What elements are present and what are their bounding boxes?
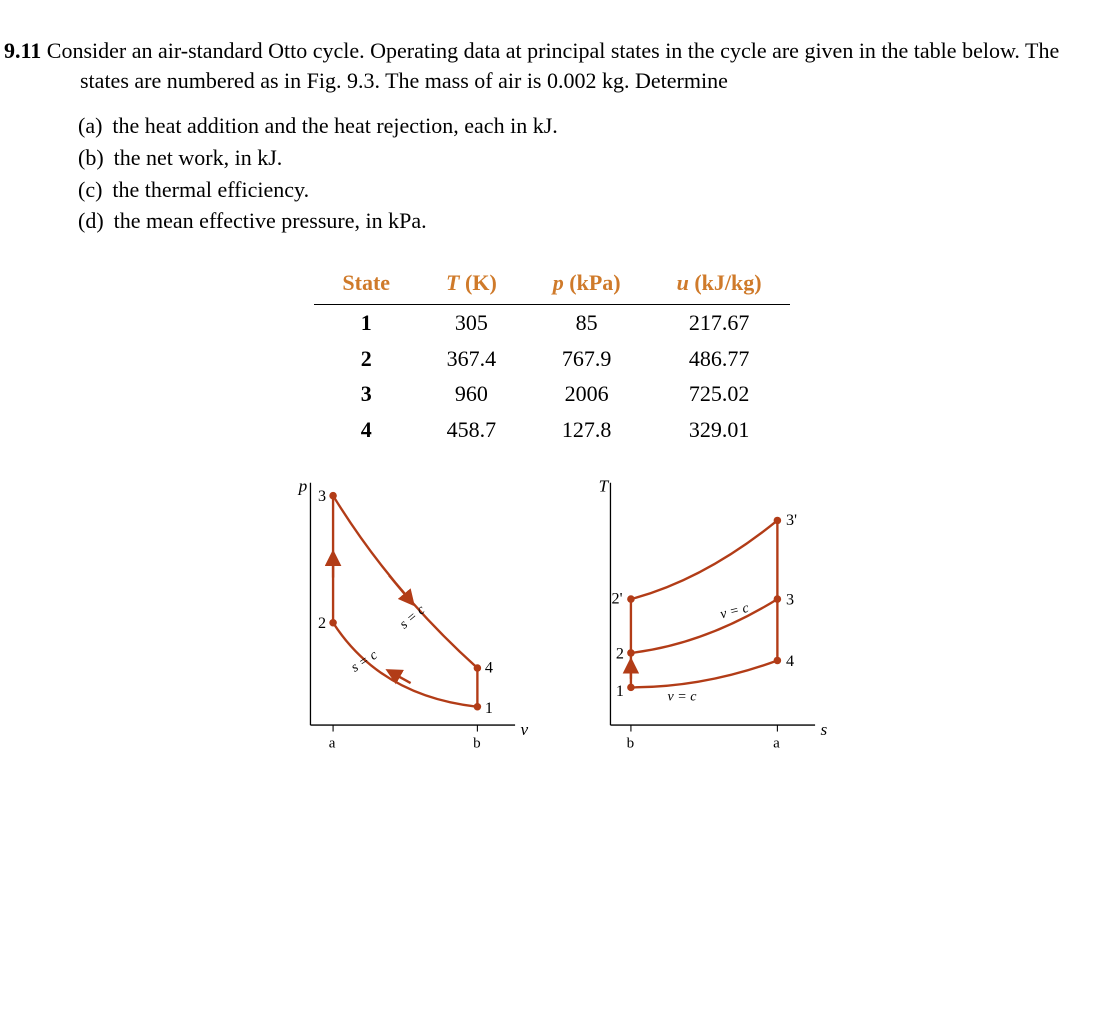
cell-state: 3: [314, 376, 418, 412]
ts-point-2-label: 2: [616, 645, 624, 662]
cell-state: 2: [314, 341, 418, 377]
problem-intro-line: 9.11 Consider an air-standard Otto cycle…: [40, 36, 1064, 95]
diagram-row: p v a b 1 2 3: [40, 472, 1064, 752]
pv-point-2: [329, 619, 337, 627]
subpart-label: (c): [78, 175, 102, 205]
cell-T: 367.4: [418, 341, 525, 377]
pv-point-1: [474, 703, 482, 711]
ts-curve-1-4: [631, 660, 777, 687]
pv-tick-a-label: a: [329, 735, 336, 751]
state-data-table: State T (K) p (kPa) u (kJ/kg) 1 305 85 2…: [314, 264, 789, 447]
cell-state: 1: [314, 304, 418, 340]
subpart-a: (a) the heat addition and the heat rejec…: [78, 111, 1064, 141]
table-header-row: State T (K) p (kPa) u (kJ/kg): [314, 264, 789, 304]
ts-point-3p: [774, 516, 782, 524]
ts-point-3p-label: 3': [786, 511, 797, 528]
pv-point-4: [474, 664, 482, 672]
ts-point-2p: [627, 595, 635, 603]
problem-intro-text: Consider an air-standard Otto cycle. Ope…: [47, 38, 1059, 93]
subpart-label: (a): [78, 111, 102, 141]
problem-number: 9.11: [4, 38, 41, 63]
pv-diagram: p v a b 1 2 3: [262, 472, 542, 752]
ts-point-3: [774, 595, 782, 603]
cell-p: 85: [525, 304, 649, 340]
subpart-label: (b): [78, 143, 104, 173]
table-row: 4 458.7 127.8 329.01: [314, 412, 789, 448]
pv-point-1-label: 1: [485, 700, 493, 717]
ts-x-label: s: [820, 719, 827, 738]
pv-x-label: v: [520, 719, 528, 738]
pv-y-label: p: [297, 476, 308, 495]
ts-vc-label-upper: v = c: [719, 600, 751, 622]
col-header-state: State: [314, 264, 418, 304]
col-header-u: u (kJ/kg): [649, 264, 790, 304]
cell-T: 458.7: [418, 412, 525, 448]
ts-curve-2p-3p: [631, 520, 777, 599]
subpart-text: the net work, in kJ.: [114, 143, 283, 173]
col-header-p: p (kPa): [525, 264, 649, 304]
pv-sc-label-upper: s = c: [397, 602, 429, 632]
cell-T: 960: [418, 376, 525, 412]
cell-p: 767.9: [525, 341, 649, 377]
subpart-label: (d): [78, 206, 104, 236]
ts-y-label: T: [599, 476, 610, 495]
pv-point-3-label: 3: [318, 488, 326, 505]
cell-u: 486.77: [649, 341, 790, 377]
ts-tick-b-label: b: [627, 735, 635, 751]
cell-T: 305: [418, 304, 525, 340]
pv-point-3: [329, 491, 337, 499]
cell-p: 127.8: [525, 412, 649, 448]
subpart-c: (c) the thermal efficiency.: [78, 175, 1064, 205]
ts-point-1-label: 1: [616, 683, 624, 700]
ts-point-2: [627, 649, 635, 657]
ts-point-4: [774, 656, 782, 664]
cell-u: 329.01: [649, 412, 790, 448]
ts-point-4-label: 4: [786, 652, 794, 669]
table-row: 3 960 2006 725.02: [314, 376, 789, 412]
subparts-list: (a) the heat addition and the heat rejec…: [40, 111, 1064, 236]
ts-diagram: T s b a 1 2: [562, 472, 842, 752]
pv-sc-label-lower: s = c: [349, 647, 381, 675]
cell-p: 2006: [525, 376, 649, 412]
cell-u: 217.67: [649, 304, 790, 340]
pv-curve-3-4: [333, 495, 477, 667]
subpart-d: (d) the mean effective pressure, in kPa.: [78, 206, 1064, 236]
cell-state: 4: [314, 412, 418, 448]
problem-statement: 9.11 Consider an air-standard Otto cycle…: [40, 36, 1064, 236]
pv-arrow-3-4: [389, 575, 411, 601]
ts-point-1: [627, 683, 635, 691]
cell-u: 725.02: [649, 376, 790, 412]
subpart-text: the thermal efficiency.: [112, 175, 309, 205]
subpart-text: the heat addition and the heat rejection…: [112, 111, 557, 141]
ts-point-3-label: 3: [786, 591, 794, 608]
subpart-text: the mean effective pressure, in kPa.: [114, 206, 427, 236]
subpart-b: (b) the net work, in kJ.: [78, 143, 1064, 173]
ts-curve-2-3: [631, 599, 777, 653]
table-row: 2 367.4 767.9 486.77: [314, 341, 789, 377]
pv-tick-b-label: b: [473, 735, 481, 751]
table-row: 1 305 85 217.67: [314, 304, 789, 340]
pv-point-2-label: 2: [318, 615, 326, 632]
pv-point-4-label: 4: [485, 659, 493, 676]
ts-vc-label-lower: v = c: [668, 689, 698, 704]
ts-tick-a-label: a: [773, 735, 780, 751]
col-header-T: T (K): [418, 264, 525, 304]
ts-point-2p-label: 2': [612, 590, 623, 607]
